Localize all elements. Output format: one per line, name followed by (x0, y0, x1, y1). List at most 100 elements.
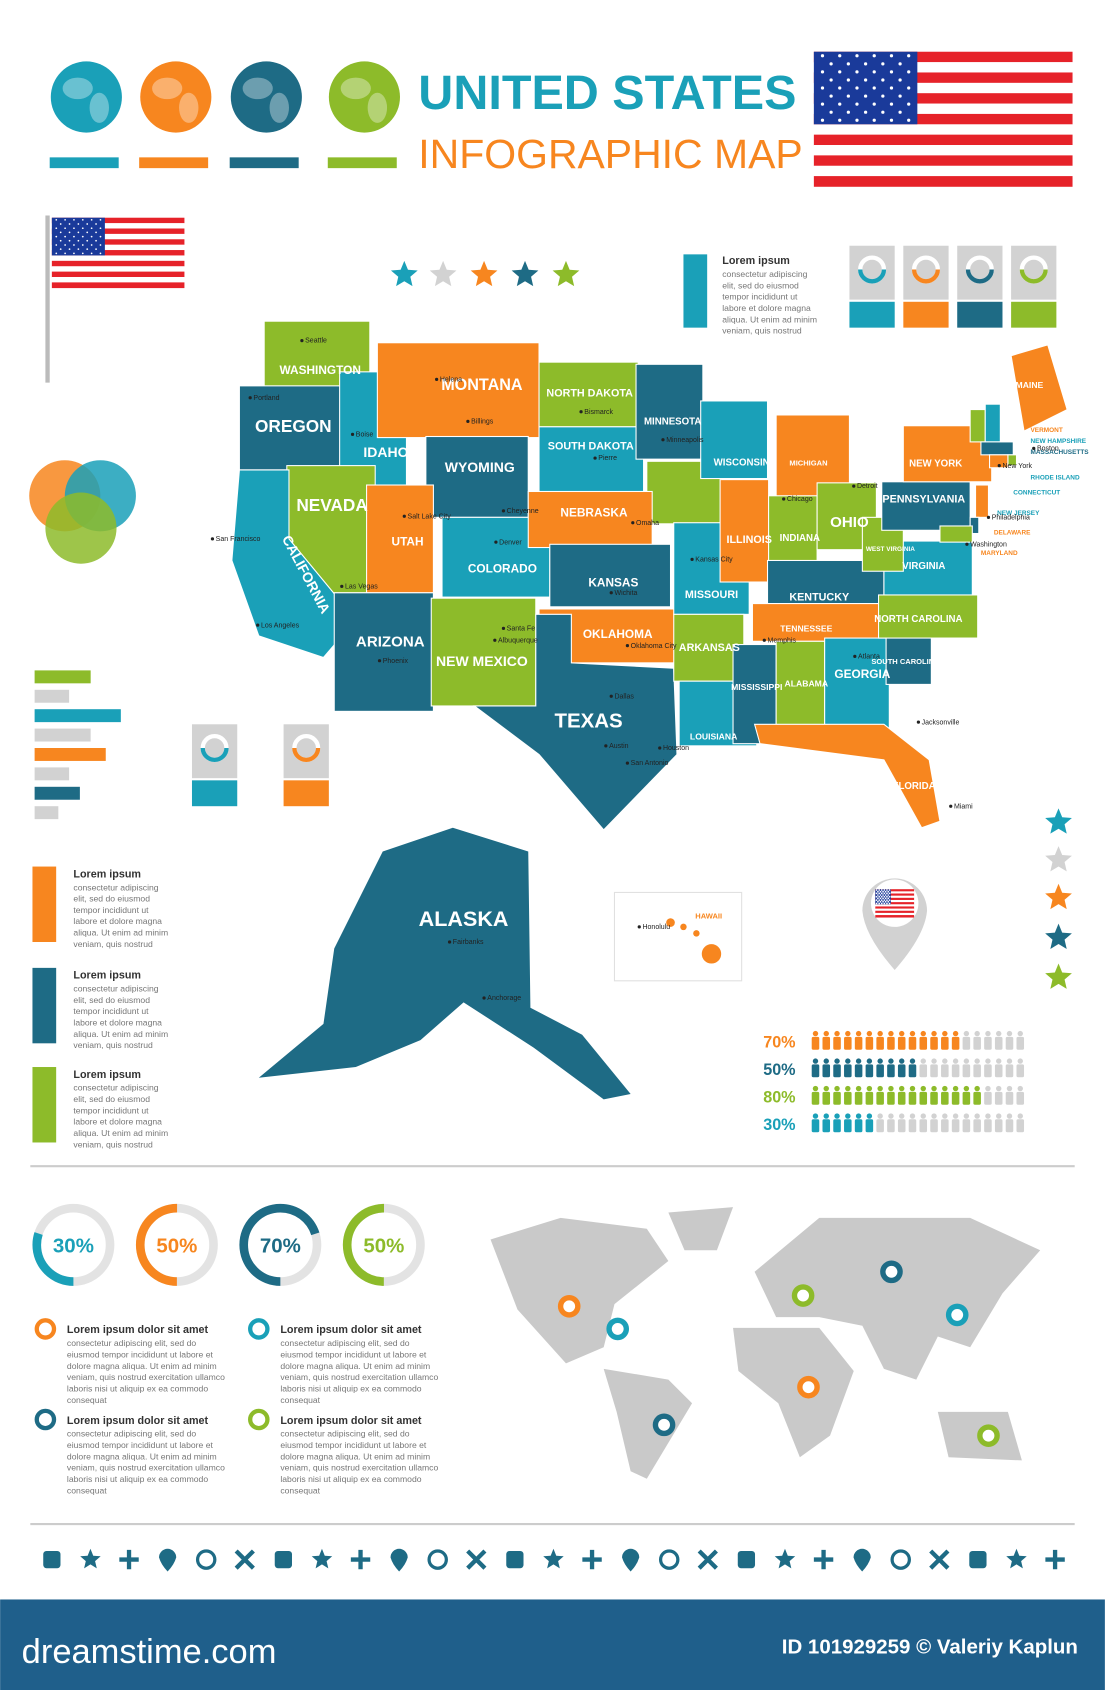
note-bar (32, 866, 57, 943)
state-label: MARYLAND (981, 550, 1018, 557)
state-label: LOUISIANA (690, 731, 737, 741)
note-line: consectetur adipiscing elit, sed do (67, 1429, 196, 1439)
flag-star (829, 78, 833, 82)
deco-bar (34, 786, 80, 800)
tag-box (849, 245, 895, 300)
icon (119, 1549, 139, 1570)
person-body (908, 1091, 917, 1105)
city-label: Helena (440, 377, 462, 384)
flag-star (90, 252, 93, 255)
people-empty (962, 1030, 1025, 1050)
person-head (909, 1085, 916, 1092)
state-shape (824, 637, 890, 731)
icon (929, 1549, 950, 1570)
flag-star (90, 235, 93, 238)
flag-star (907, 70, 911, 74)
location-pin (791, 1284, 815, 1307)
flag-stripe (813, 51, 1073, 63)
state-label: NORTH CAROLINA (874, 614, 962, 625)
icon (813, 1549, 834, 1570)
star (1045, 808, 1072, 834)
person-body (854, 1119, 863, 1133)
state-label: MISSISSIPPI (731, 682, 782, 692)
city-label: Atlanta (858, 654, 880, 661)
person-head (920, 1085, 926, 1092)
icon (158, 1548, 177, 1572)
person-head (888, 1030, 894, 1037)
star (1045, 963, 1072, 989)
state-label: WEST VIRGINIA (866, 546, 915, 553)
flag-star (829, 62, 833, 66)
note-title: Lorem ipsum (73, 868, 141, 880)
icon (582, 1549, 602, 1570)
people-empty (919, 1058, 1025, 1078)
state-label: VIRGINIA (902, 561, 945, 572)
star (1045, 883, 1072, 910)
flag-star (878, 892, 881, 895)
person-body (876, 1064, 884, 1078)
state-label: WISCONSIN (714, 458, 770, 469)
person-body (854, 1091, 863, 1105)
location-pin (880, 1260, 903, 1284)
person-body (844, 1119, 852, 1133)
flag-stripe (875, 889, 915, 892)
flag-star (86, 239, 89, 242)
person-body (951, 1091, 960, 1105)
tag-box (957, 245, 1003, 300)
person-head (899, 1058, 905, 1064)
city-dot (782, 497, 786, 501)
flag-star (887, 897, 890, 900)
flag-star (846, 94, 850, 98)
flag-star (820, 118, 825, 122)
state-label: KANSAS (588, 575, 638, 589)
person-body (930, 1036, 938, 1050)
note-line: consequat (280, 1395, 320, 1405)
note-line: consectetur adipiscing (722, 269, 807, 279)
city-dot (501, 509, 506, 513)
flag-star (863, 78, 868, 82)
person-body (994, 1119, 1003, 1133)
flag-star (838, 118, 842, 122)
state-shape (751, 603, 885, 642)
people-label: 70% (763, 1034, 795, 1052)
person-head (931, 1085, 937, 1092)
note-line: labore et dolore magna (73, 916, 162, 926)
flag-star (889, 86, 894, 90)
note-line: veniam, quis nostrud (73, 1139, 153, 1149)
person-body (811, 1036, 820, 1050)
person-body (822, 1119, 831, 1133)
flag-star (907, 86, 911, 90)
flag-star (77, 231, 80, 234)
city-label: Boise (356, 432, 374, 439)
tag-box (191, 724, 238, 779)
flag-star (64, 218, 66, 221)
star (1045, 923, 1072, 950)
flag-star (898, 62, 902, 66)
city-label: Seattle (305, 338, 327, 345)
flag-stripe (813, 134, 1073, 146)
globe (140, 61, 212, 133)
state-shape (527, 490, 653, 549)
state-shape (472, 613, 678, 831)
city-label: Albuquerque (498, 637, 538, 644)
note-line: aliqua. Ut enim ad minim (73, 928, 168, 938)
flag-stripe (813, 82, 1073, 94)
state-shape (969, 409, 986, 443)
flag-star (877, 890, 879, 893)
state-label: WASHINGTON (280, 363, 361, 377)
note-marker (34, 1318, 57, 1340)
city-dot (300, 338, 304, 343)
city-label: Honolulu (642, 924, 670, 931)
hawaii-label: HAWAII (695, 911, 722, 920)
flag-star (872, 54, 876, 58)
star (470, 260, 498, 287)
flag-star (883, 899, 886, 901)
person-head (845, 1058, 851, 1064)
city-label: Bismarck (584, 409, 613, 416)
person-head (823, 1113, 829, 1119)
state-label: COLORADO (468, 561, 537, 575)
state-shape (984, 403, 1001, 443)
flag-star (889, 102, 894, 106)
state-shape (425, 435, 529, 518)
state-shape (333, 592, 434, 712)
